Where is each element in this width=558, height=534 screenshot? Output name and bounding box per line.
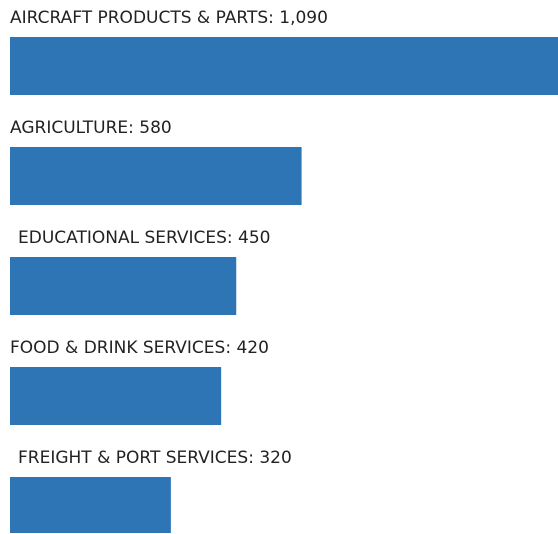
- bar: [10, 257, 237, 315]
- bar-label: FREIGHT & PORT SERVICES: 320: [18, 448, 292, 468]
- bar-label: AGRICULTURE: 580: [10, 118, 172, 138]
- bar: [10, 37, 558, 95]
- bar-label: FOOD & DRINK SERVICES: 420: [10, 338, 269, 358]
- bar-label: EDUCATIONAL SERVICES: 450: [18, 228, 271, 248]
- bar-label: AIRCRAFT PRODUCTS & PARTS: 1,090: [10, 8, 328, 28]
- bar: [10, 147, 302, 205]
- bar: [10, 477, 171, 533]
- bar: [10, 367, 222, 425]
